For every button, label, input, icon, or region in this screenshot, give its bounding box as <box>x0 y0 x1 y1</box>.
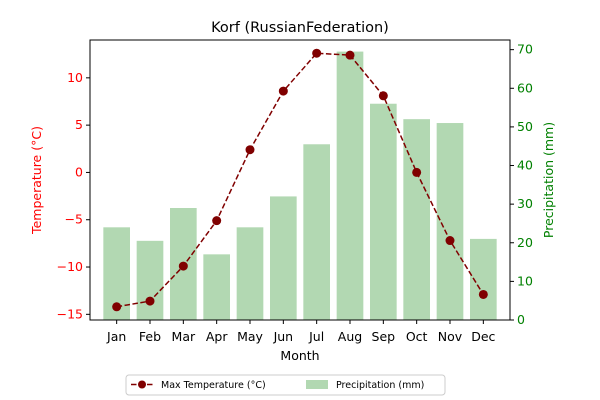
legend-bar-swatch <box>306 380 328 389</box>
right-tick-label: 50 <box>517 119 533 134</box>
legend: Max Temperature (°C) Precipitation (mm) <box>126 375 445 395</box>
left-tick-label: −10 <box>57 259 83 274</box>
right-tick-label: 60 <box>517 80 533 95</box>
x-tick-label: Aug <box>338 329 362 344</box>
right-axis: 0 10 20 30 40 50 60 70 <box>510 42 533 327</box>
right-tick-label: 40 <box>517 158 533 173</box>
x-tick-label: Oct <box>406 329 428 344</box>
temperature-point-aug <box>346 51 355 60</box>
x-axis: Jan Feb Mar Apr May Jun Jul Aug Sep Oct Nov Dec <box>106 320 496 344</box>
precipitation-bar-jul <box>303 144 330 320</box>
left-axis-label: Temperature (°C) <box>29 126 44 235</box>
precipitation-bar-apr <box>203 254 230 320</box>
precipitation-bars <box>103 52 496 320</box>
x-tick-label: Jun <box>273 329 294 344</box>
x-tick-label: Jan <box>106 329 126 344</box>
x-tick-label: Mar <box>172 329 196 344</box>
left-tick-label: −5 <box>65 212 83 227</box>
x-tick-label: Dec <box>471 329 495 344</box>
precipitation-bar-oct <box>403 119 430 320</box>
right-tick-label: 70 <box>517 42 533 57</box>
temperature-point-dec <box>479 290 488 299</box>
right-tick-label: 20 <box>517 235 533 250</box>
legend-marker-swatch <box>138 381 146 389</box>
temperature-point-nov <box>446 236 455 245</box>
legend-label-precipitation: Precipitation (mm) <box>336 380 424 391</box>
legend-label-temperature: Max Temperature (°C) <box>161 380 266 391</box>
x-axis-label: Month <box>280 348 319 363</box>
precipitation-bar-sep <box>370 104 397 320</box>
precipitation-bar-aug <box>337 52 364 320</box>
x-tick-label: Jul <box>308 329 324 344</box>
precipitation-bar-nov <box>437 123 464 320</box>
x-tick-label: Feb <box>139 329 161 344</box>
temperature-point-jun <box>279 87 288 96</box>
temperature-point-mar <box>179 262 188 271</box>
right-tick-label: 0 <box>517 312 525 327</box>
left-tick-label: −15 <box>57 306 83 321</box>
temperature-point-oct <box>412 168 421 177</box>
temperature-point-sep <box>379 91 388 100</box>
x-tick-label: Sep <box>372 329 396 344</box>
left-axis: −15 −10 −5 0 5 10 <box>57 70 90 321</box>
temperature-line <box>112 49 488 312</box>
left-tick-label: 5 <box>75 117 83 132</box>
right-tick-label: 30 <box>517 196 533 211</box>
right-axis-label: Precipitation (mm) <box>541 122 556 238</box>
precipitation-bar-may <box>237 227 264 320</box>
precipitation-bar-feb <box>137 241 164 320</box>
left-tick-label: 0 <box>75 164 83 179</box>
temperature-point-apr <box>212 216 221 225</box>
temperature-point-feb <box>146 297 155 306</box>
x-tick-label: Apr <box>206 329 228 344</box>
temperature-point-may <box>246 145 255 154</box>
chart-title: Korf (RussianFederation) <box>211 20 389 36</box>
x-tick-label: Nov <box>438 329 463 344</box>
temperature-point-jan <box>112 302 121 311</box>
left-tick-label: 10 <box>67 70 83 85</box>
temperature-point-jul <box>312 49 321 58</box>
precipitation-bar-jun <box>270 196 297 320</box>
right-tick-label: 10 <box>517 273 533 288</box>
x-tick-label: May <box>237 329 263 344</box>
